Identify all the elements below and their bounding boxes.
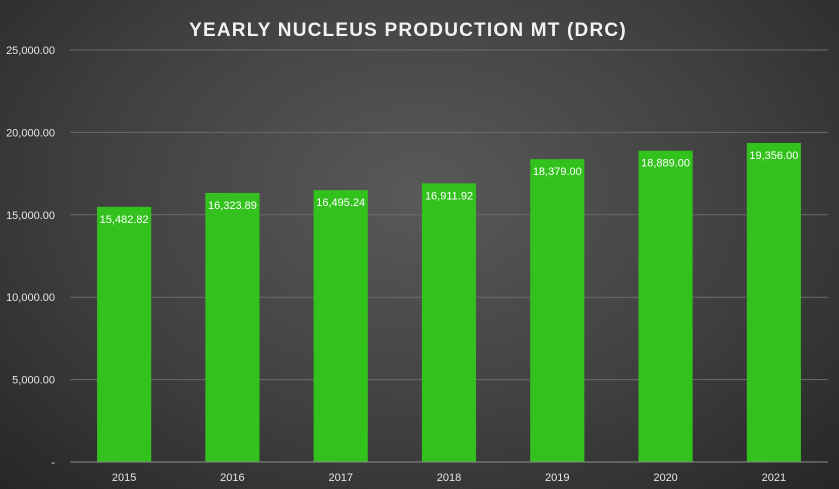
data-label-2019: 18,379.00 <box>533 166 582 178</box>
y-tick-label: 10,000.00 <box>6 292 55 304</box>
y-tick-label: 5,000.00 <box>12 375 55 387</box>
y-tick-label: - <box>51 457 55 469</box>
bar-2020 <box>638 150 693 462</box>
bar-2016 <box>205 192 260 462</box>
bars <box>97 143 801 462</box>
x-tick-2021: 2021 <box>762 472 786 484</box>
x-tick-2018: 2018 <box>437 472 461 484</box>
bar-2015 <box>97 206 152 462</box>
x-tick-2016: 2016 <box>220 472 244 484</box>
y-tick-label: 20,000.00 <box>6 127 55 139</box>
x-tick-2019: 2019 <box>545 472 569 484</box>
chart-title: YEARLY NUCLEUS PRODUCTION MT (DRC) <box>189 20 627 41</box>
x-axis-ticks: 2015 2016 2017 2018 2019 2020 2021 <box>112 472 786 484</box>
data-label-2020: 18,889.00 <box>641 158 690 170</box>
data-label-2018: 16,911.92 <box>425 190 473 202</box>
data-label-2021: 19,356.00 <box>749 150 798 162</box>
y-tick-label: 25,000.00 <box>6 45 55 57</box>
data-label-2017: 16,495.24 <box>316 197 365 209</box>
bar-2017 <box>313 190 368 462</box>
bar-2021 <box>746 143 801 462</box>
data-label-2016: 16,323.89 <box>208 200 257 212</box>
y-axis-ticks: - 5,000.00 10,000.00 15,000.00 20,000.00 25,0… <box>6 45 55 469</box>
bar-2019 <box>530 159 585 462</box>
x-tick-2020: 2020 <box>653 472 677 484</box>
x-tick-2015: 2015 <box>112 472 136 484</box>
bar-2018 <box>421 183 477 462</box>
data-labels: 15,482.82 16,323.89 16,495.24 16,911.92 18,3… <box>100 150 799 226</box>
x-tick-2017: 2017 <box>328 472 352 484</box>
y-tick-label: 15,000.00 <box>6 210 55 222</box>
data-label-2015: 15,482.82 <box>100 214 149 226</box>
